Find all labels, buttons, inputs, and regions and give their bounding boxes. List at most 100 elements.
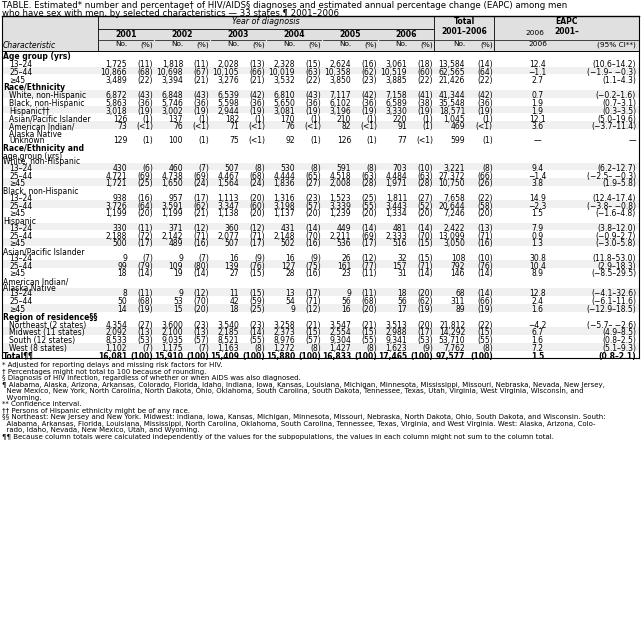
Bar bbox=[2, 276, 639, 283]
Text: (13): (13) bbox=[477, 224, 493, 233]
Text: Asian/Pacific Islander: Asian/Pacific Islander bbox=[9, 115, 90, 124]
Text: No.: No. bbox=[115, 41, 127, 47]
Text: (100): (100) bbox=[242, 351, 265, 361]
Bar bbox=[2, 66, 639, 75]
Text: 530: 530 bbox=[281, 164, 295, 173]
Bar bbox=[2, 268, 639, 276]
Text: 68: 68 bbox=[456, 289, 465, 298]
Text: (16): (16) bbox=[305, 270, 321, 278]
Text: 938: 938 bbox=[113, 194, 127, 203]
Text: 2006: 2006 bbox=[528, 41, 547, 47]
Text: 10.4: 10.4 bbox=[529, 261, 546, 271]
Text: (1): (1) bbox=[366, 136, 377, 145]
Text: 2.7: 2.7 bbox=[531, 76, 544, 84]
Text: 10,105: 10,105 bbox=[213, 68, 239, 77]
Text: 2,142: 2,142 bbox=[162, 232, 183, 240]
Bar bbox=[2, 296, 639, 304]
Text: 591: 591 bbox=[337, 164, 351, 173]
Text: (62): (62) bbox=[362, 68, 377, 77]
Text: ≥45: ≥45 bbox=[9, 179, 25, 188]
Text: 30.8: 30.8 bbox=[529, 254, 546, 263]
Text: (4.9–8.5): (4.9–8.5) bbox=[602, 329, 636, 337]
Text: (19): (19) bbox=[362, 107, 377, 116]
Text: (1): (1) bbox=[422, 122, 433, 132]
Text: 7.2: 7.2 bbox=[531, 344, 544, 353]
Text: 5,746: 5,746 bbox=[162, 99, 183, 108]
Text: 2,333: 2,333 bbox=[385, 232, 407, 240]
Text: White, non-Hispanic: White, non-Hispanic bbox=[9, 91, 86, 100]
Text: § Diagnosis of HIV infection, regardless of whether or when AIDS was also diagno: § Diagnosis of HIV infection, regardless… bbox=[2, 375, 301, 381]
Text: (66): (66) bbox=[249, 68, 265, 77]
Text: 2004: 2004 bbox=[283, 30, 305, 39]
Text: (10.6–14.2): (10.6–14.2) bbox=[592, 60, 636, 69]
Bar bbox=[2, 75, 639, 82]
Text: 1,427: 1,427 bbox=[329, 344, 351, 353]
Text: (14): (14) bbox=[477, 289, 493, 298]
Text: (8): (8) bbox=[482, 344, 493, 353]
Text: 62,565: 62,565 bbox=[438, 68, 465, 77]
Text: 10,750: 10,750 bbox=[438, 179, 465, 188]
Text: (11): (11) bbox=[362, 289, 377, 298]
Text: (65): (65) bbox=[305, 171, 321, 181]
Text: (8): (8) bbox=[366, 344, 377, 353]
Text: 3,198: 3,198 bbox=[274, 202, 295, 211]
Text: (−3.0–5.8): (−3.0–5.8) bbox=[595, 240, 636, 248]
Text: 3,726: 3,726 bbox=[105, 202, 127, 211]
Text: (14): (14) bbox=[137, 270, 153, 278]
Text: (53): (53) bbox=[417, 336, 433, 345]
Text: 13–24: 13–24 bbox=[9, 194, 32, 203]
Text: 97,577: 97,577 bbox=[436, 351, 465, 361]
Text: 25–44: 25–44 bbox=[9, 232, 32, 240]
Text: 2001: 2001 bbox=[115, 30, 137, 39]
Text: (8): (8) bbox=[254, 344, 265, 353]
Text: No.: No. bbox=[453, 41, 465, 47]
Text: 8: 8 bbox=[122, 289, 127, 298]
Text: (71): (71) bbox=[417, 261, 433, 271]
Text: 9: 9 bbox=[178, 289, 183, 298]
Text: 469: 469 bbox=[451, 122, 465, 132]
Text: (20): (20) bbox=[249, 194, 265, 203]
Text: 1,045: 1,045 bbox=[444, 115, 465, 124]
Text: 1,650: 1,650 bbox=[162, 179, 183, 188]
Text: (63): (63) bbox=[361, 171, 377, 181]
Text: (12): (12) bbox=[305, 305, 321, 314]
Text: (38): (38) bbox=[417, 99, 433, 108]
Text: 1,721: 1,721 bbox=[106, 179, 127, 188]
Text: (36): (36) bbox=[249, 99, 265, 108]
Text: 7,762: 7,762 bbox=[444, 344, 465, 353]
Text: 13–24: 13–24 bbox=[9, 224, 32, 233]
Text: (23): (23) bbox=[193, 320, 209, 330]
Text: (1): (1) bbox=[142, 115, 153, 124]
Text: 14: 14 bbox=[117, 305, 127, 314]
Text: 2,422: 2,422 bbox=[444, 224, 465, 233]
Bar bbox=[2, 121, 639, 129]
Text: (−3.8– −0.8): (−3.8– −0.8) bbox=[587, 202, 636, 211]
Text: (%): (%) bbox=[252, 41, 265, 47]
Text: No.: No. bbox=[227, 41, 239, 47]
Text: 536: 536 bbox=[337, 240, 351, 248]
Text: 3,347: 3,347 bbox=[217, 202, 239, 211]
Text: 8,533: 8,533 bbox=[105, 336, 127, 345]
Text: (100): (100) bbox=[354, 351, 377, 361]
Text: 1,725: 1,725 bbox=[106, 60, 127, 69]
Text: 3,081: 3,081 bbox=[274, 107, 295, 116]
Text: (6.2–12.7): (6.2–12.7) bbox=[597, 164, 636, 173]
Text: 1,818: 1,818 bbox=[162, 60, 183, 69]
Text: 6,589: 6,589 bbox=[385, 99, 407, 108]
Text: (55): (55) bbox=[361, 202, 377, 211]
Bar bbox=[2, 216, 639, 222]
Text: (43): (43) bbox=[193, 91, 209, 100]
Text: (79): (79) bbox=[137, 261, 153, 271]
Text: 4,444: 4,444 bbox=[273, 171, 295, 181]
Text: (2.9–18.3): (2.9–18.3) bbox=[597, 261, 636, 271]
Text: 17: 17 bbox=[397, 305, 407, 314]
Text: (21): (21) bbox=[194, 76, 209, 84]
Text: 10,698: 10,698 bbox=[156, 68, 183, 77]
Text: Hispanic††: Hispanic†† bbox=[9, 107, 49, 116]
Text: 7,658: 7,658 bbox=[444, 194, 465, 203]
Text: (23): (23) bbox=[362, 76, 377, 84]
Text: 2006: 2006 bbox=[395, 30, 417, 39]
Text: (53): (53) bbox=[137, 336, 153, 345]
Bar bbox=[2, 51, 639, 59]
Text: 31: 31 bbox=[397, 270, 407, 278]
